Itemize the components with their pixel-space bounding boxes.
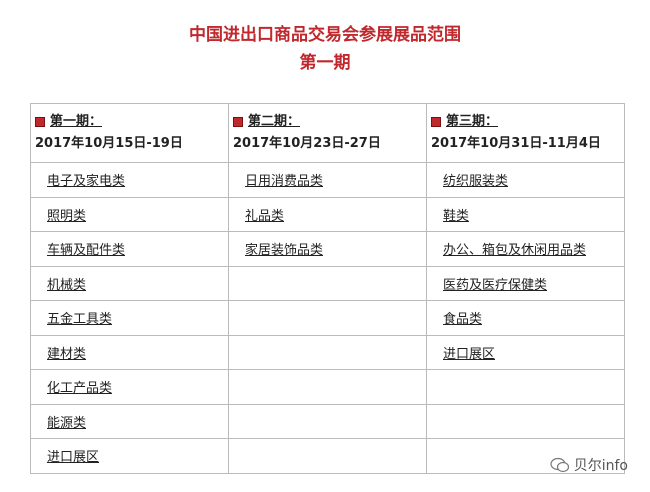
- item-row: 化工产品类: [30, 369, 625, 405]
- item-row: 建材类 进口展区: [30, 334, 625, 370]
- title: 中国进出口商品交易会参展展品范围: [189, 25, 461, 45]
- item-cell: 车辆及配件类: [30, 231, 229, 267]
- item-row: 五金工具类 食品类: [30, 300, 625, 336]
- bullet-icon: [431, 116, 441, 127]
- phase-label: 第一期：: [50, 114, 103, 129]
- item-cell: 食品类: [426, 300, 625, 336]
- item-cell: 照明类: [30, 196, 229, 232]
- item-cell: 鞋类: [426, 196, 625, 232]
- watermark-text: 贝尔info: [573, 458, 628, 474]
- category-link[interactable]: 照明类: [47, 208, 87, 224]
- item-row: 能源类: [30, 403, 625, 439]
- category-link[interactable]: 化工产品类: [47, 381, 113, 397]
- item-cell: 建材类: [30, 334, 229, 370]
- item-cell: 能源类: [30, 403, 229, 439]
- item-cell: 医药及医疗保健类: [426, 265, 625, 301]
- category-link[interactable]: 机械类: [47, 277, 87, 293]
- item-cell: 家居装饰品类: [228, 231, 427, 267]
- category-link[interactable]: 礼品类: [245, 208, 285, 224]
- item-cell: 办公、箱包及休闲用品类: [426, 231, 625, 267]
- bullet-icon: [35, 116, 45, 127]
- category-link[interactable]: 纺织服装类: [443, 174, 509, 190]
- item-cell: [228, 403, 427, 439]
- category-link[interactable]: 建材类: [47, 346, 87, 362]
- item-cell: [228, 300, 427, 336]
- header-cell: 第一期： 2017年10月15日-19日: [30, 103, 229, 163]
- item-cell: 进口展区: [426, 334, 625, 370]
- phase-label: 第二期：: [248, 114, 301, 129]
- item-row: 照明类 礼品类 鞋类: [30, 196, 625, 232]
- watermark: 贝尔info: [550, 455, 628, 475]
- date-range: 2017年10月23日-27日: [233, 136, 381, 151]
- category-link[interactable]: 医药及医疗保健类: [443, 277, 548, 293]
- category-link[interactable]: 日用消费品类: [245, 174, 324, 190]
- category-link[interactable]: 家居装饰品类: [245, 243, 324, 259]
- item-row: 电子及家电类 日用消费品类 纺织服装类: [30, 162, 625, 198]
- item-cell: 化工产品类: [30, 369, 229, 405]
- item-cell: [228, 438, 427, 474]
- header-row: 第一期： 2017年10月15日-19日 第二期： 2017年10月23日-27日 第三…: [30, 103, 625, 163]
- item-row: 进口展区: [30, 438, 625, 474]
- header-cell: 第三期： 2017年10月31日-11月4日: [426, 103, 625, 163]
- item-cell: [228, 369, 427, 405]
- date-range: 2017年10月31日-11月4日: [431, 136, 601, 151]
- header-cell: 第二期： 2017年10月23日-27日: [228, 103, 427, 163]
- exhibit-table: 第一期： 2017年10月15日-19日 第二期： 2017年10月23日-27日 第三…: [30, 103, 625, 474]
- bullet-icon: [233, 116, 243, 127]
- category-link[interactable]: 进口展区: [443, 346, 496, 362]
- item-cell: 机械类: [30, 265, 229, 301]
- category-link[interactable]: 电子及家电类: [47, 174, 126, 190]
- item-cell: 纺织服装类: [426, 162, 625, 198]
- item-row: 车辆及配件类 家居装饰品类 办公、箱包及休闲用品类: [30, 231, 625, 267]
- item-cell: 五金工具类: [30, 300, 229, 336]
- item-cell: [426, 438, 625, 474]
- item-cell: [228, 334, 427, 370]
- item-cell: 日用消费品类: [228, 162, 427, 198]
- item-cell: 电子及家电类: [30, 162, 229, 198]
- subtitle: 第一期: [299, 53, 351, 73]
- phase-label: 第三期：: [446, 114, 499, 129]
- item-cell: 进口展区: [30, 438, 229, 474]
- item-row: 机械类 医药及医疗保健类: [30, 265, 625, 301]
- category-link[interactable]: 鞋类: [443, 208, 470, 224]
- category-link[interactable]: 进口展区: [47, 450, 100, 466]
- date-range: 2017年10月15日-19日: [35, 136, 183, 151]
- item-cell: 礼品类: [228, 196, 427, 232]
- wechat-icon: [550, 457, 569, 473]
- item-cell: [426, 369, 625, 405]
- item-cell: [426, 403, 625, 439]
- category-link[interactable]: 车辆及配件类: [47, 243, 126, 259]
- category-link[interactable]: 五金工具类: [47, 312, 113, 328]
- category-link[interactable]: 能源类: [47, 415, 87, 431]
- category-link[interactable]: 办公、箱包及休闲用品类: [443, 243, 587, 259]
- item-cell: [228, 265, 427, 301]
- category-link[interactable]: 食品类: [443, 312, 483, 328]
